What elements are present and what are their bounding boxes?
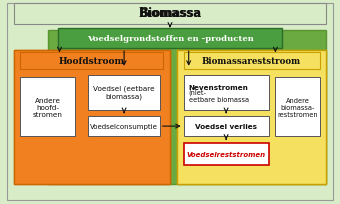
Bar	[14, 51, 170, 184]
Text: Hoofdstroom: Hoofdstroom	[59, 57, 125, 66]
Text: Bıomassa: Bıomassa	[138, 7, 202, 20]
Bar	[58, 29, 282, 49]
Text: Voedselgrondstoffen en -producten: Voedselgrondstoffen en -producten	[87, 34, 253, 42]
Bar	[184, 75, 269, 110]
Text: Nevenstromen: Nevenstromen	[189, 84, 249, 90]
Text: Voedsel verlies: Voedsel verlies	[195, 123, 257, 130]
Bar	[177, 51, 326, 184]
Text: Biomassa: Biomassa	[138, 7, 202, 20]
Bar	[177, 51, 326, 184]
Bar	[20, 78, 75, 137]
Text: Biomassareststroom: Biomassareststroom	[202, 57, 301, 66]
Bar	[184, 116, 269, 137]
Bar	[275, 78, 320, 137]
Bar	[184, 53, 320, 69]
Text: Andere
hoofd-
stromen: Andere hoofd- stromen	[33, 97, 63, 117]
Text: Voedsel (eetbare
biomassa): Voedsel (eetbare biomassa)	[93, 85, 155, 99]
Bar	[184, 143, 269, 165]
Bar	[88, 116, 160, 137]
Bar	[14, 51, 170, 184]
Text: (niet-
eetbare biomassa: (niet- eetbare biomassa	[189, 89, 249, 103]
Text: Voedselconsumptie: Voedselconsumptie	[90, 123, 158, 130]
Text: Voedselreststromen: Voedselreststromen	[187, 151, 266, 157]
Text: Andere
biomassa-
reststromen: Andere biomassa- reststromen	[277, 97, 318, 117]
Bar	[14, 4, 326, 24]
Bar	[20, 53, 163, 69]
Bar	[88, 75, 160, 110]
Bar	[48, 31, 326, 184]
